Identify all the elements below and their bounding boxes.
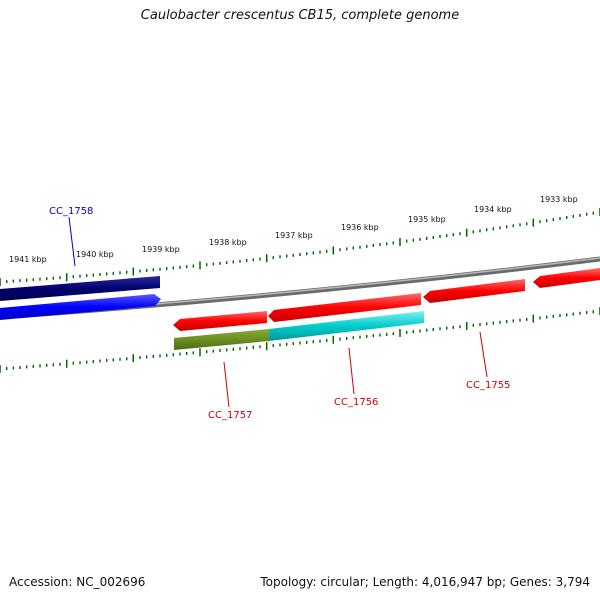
cds-arrow-cc-1755[interactable] [423,279,525,303]
tick-label-1934: 1934 kbp [474,205,512,214]
cds-arrow-cc-1758[interactable] [0,294,161,320]
cds-arrow-next[interactable] [533,268,600,288]
leader-line-cc-1755 [479,331,488,378]
accession-text: Accession: NC_002696 [9,575,146,589]
tick-label-1936: 1936 kbp [341,223,379,232]
tick-label-1933: 1933 kbp [540,195,578,204]
genome-summary-text: Topology: circular; Length: 4,016,947 bp… [260,575,590,589]
orf-bar-cc-1756[interactable] [269,311,424,341]
scale-labels: 1941 kbp 1940 kbp 1939 kbp 1938 kbp 1937… [9,195,578,264]
leader-line-cc-1757 [223,361,230,408]
tick-label-1937: 1937 kbp [275,231,313,240]
gene-bar-cc-1758[interactable] [0,276,160,301]
gene-label-cc-1755[interactable]: CC_1755 [466,380,510,391]
orf-bar-cc-1757[interactable] [174,329,269,350]
gene-label-cc-1757[interactable]: CC_1757 [208,410,252,421]
tick-label-1935: 1935 kbp [408,215,446,224]
tick-label-1939: 1939 kbp [142,245,180,254]
gene-label-cc-1758[interactable]: CC_1758 [49,206,93,217]
tick-label-1941: 1941 kbp [9,255,47,264]
leader-line-cc-1756 [348,347,355,395]
map-title: Caulobacter crescentus CB15, complete ge… [140,8,460,23]
tick-label-1940: 1940 kbp [76,250,114,259]
leader-line-cc-1758 [68,216,76,267]
lower-scale-ticks [0,307,600,373]
tick-label-1938: 1938 kbp [209,238,247,247]
cds-arrow-cc-1757[interactable] [173,311,267,331]
gene-label-cc-1756[interactable]: CC_1756 [334,397,378,408]
upper-scale-ticks [0,208,600,286]
cds-arrow-cc-1756[interactable] [268,293,421,322]
